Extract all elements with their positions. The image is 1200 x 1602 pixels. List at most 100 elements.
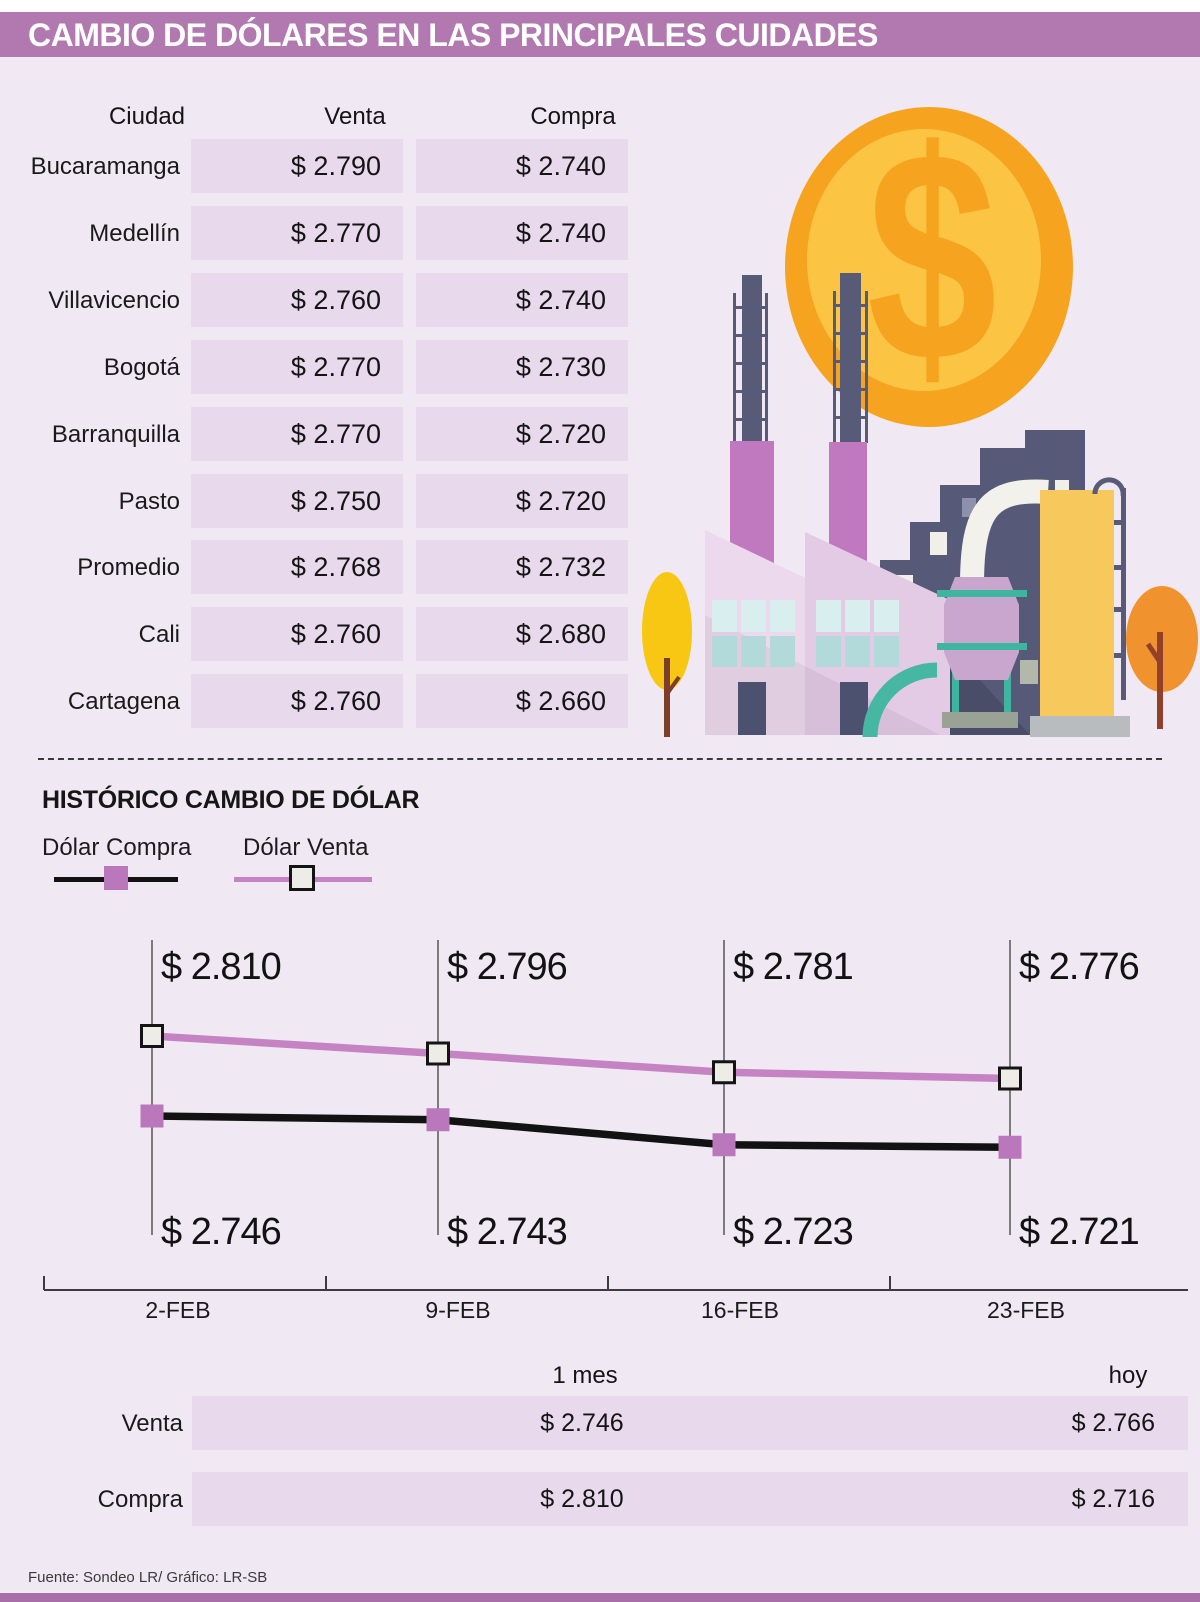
legend-label-compra: Dólar Compra <box>42 834 192 861</box>
venta-cell: $ 2.770 <box>191 407 403 461</box>
title-banner: CAMBIO DE DÓLARES EN LAS PRINCIPALES CUI… <box>0 12 1200 57</box>
summary-value-hoy: $ 2.766 <box>1071 1409 1155 1437</box>
compra-cell: $ 2.740 <box>416 273 628 327</box>
compra-cell: $ 2.730 <box>416 340 628 394</box>
summary-header-1mes: 1 mes <box>552 1362 618 1389</box>
compra-cell: $ 2.740 <box>416 206 628 260</box>
table-row: Cali $ 2.760 $ 2.680 <box>0 607 1200 661</box>
page-title: CAMBIO DE DÓLARES EN LAS PRINCIPALES CUI… <box>28 17 878 53</box>
column-header-compra: Compra <box>530 103 616 130</box>
compra-cell: $ 2.680 <box>416 607 628 661</box>
compra-cell: $ 2.732 <box>416 540 628 594</box>
city-label: Villavicencio <box>48 287 180 314</box>
venta-cell: $ 2.770 <box>191 340 403 394</box>
compra-cell: $ 2.720 <box>416 407 628 461</box>
axis-tick-label: 23-FEB <box>987 1297 1065 1323</box>
venta-cell: $ 2.760 <box>191 273 403 327</box>
city-label: Promedio <box>77 554 180 581</box>
compra-cell: $ 2.740 <box>416 139 628 193</box>
venta-cell: $ 2.770 <box>191 206 403 260</box>
data-point-marker-icon <box>998 1066 1022 1091</box>
data-point-label: $ 2.776 <box>1019 946 1139 988</box>
series-line <box>148 1032 1014 1083</box>
summary-value-1mes: $ 2.810 <box>540 1485 624 1513</box>
table-row: Promedio $ 2.768 $ 2.732 <box>0 540 1200 594</box>
venta-cell: $ 2.760 <box>191 674 403 728</box>
storage-tank <box>937 577 1027 728</box>
tower-base <box>1030 716 1130 737</box>
data-point-marker-icon <box>140 1104 164 1128</box>
yellow-tower <box>1040 490 1114 716</box>
history-line-chart: $ 2.810 $ 2.796 $ 2.781 $ 2.776 $ 2.746 $ 2.7… <box>43 940 1188 1323</box>
summary-row-label: Venta <box>121 1410 183 1437</box>
source-credit: Fuente: Sondeo LR/ Gráfico: LR-SB <box>28 1569 268 1586</box>
summary-value-hoy: $ 2.716 <box>1071 1485 1155 1513</box>
compra-cell: $ 2.720 <box>416 474 628 528</box>
table-row: Bogotá $ 2.770 $ 2.730 <box>0 340 1200 394</box>
data-point-marker-icon <box>712 1060 736 1085</box>
venta-cell: $ 2.760 <box>191 607 403 661</box>
table-row: Barranquilla $ 2.770 $ 2.720 <box>0 407 1200 461</box>
axis-tick-label: 16-FEB <box>701 1297 779 1323</box>
summary-cell <box>192 1472 1188 1526</box>
data-point-label: $ 2.723 <box>733 1211 853 1253</box>
dashed-divider <box>38 758 1162 760</box>
data-point-label: $ 2.743 <box>447 1211 567 1253</box>
summary-row-label: Compra <box>97 1486 183 1513</box>
factory-coin-illustration: $ <box>642 89 1198 738</box>
tower-ladder <box>1092 477 1126 700</box>
tree-left <box>642 572 692 737</box>
data-point-marker-icon <box>712 1133 736 1157</box>
data-point-label: $ 2.721 <box>1019 1211 1139 1253</box>
table-row: Pasto $ 2.750 $ 2.720 <box>0 474 1200 528</box>
legend-marker-compra-icon <box>104 866 128 890</box>
axis-tick-label: 2-FEB <box>145 1297 210 1323</box>
tree-right <box>1126 586 1198 729</box>
city-label: Barranquilla <box>51 421 180 448</box>
city-label: Cartagena <box>67 688 180 715</box>
city-label: Cali <box>138 621 180 648</box>
summary-cell <box>192 1396 1188 1450</box>
summary-row: Compra $ 2.810 $ 2.716 <box>0 1472 1200 1526</box>
data-point-marker-icon <box>426 1108 450 1132</box>
summary-value-1mes: $ 2.746 <box>540 1409 624 1437</box>
table-row: Bucaramanga $ 2.790 $ 2.740 <box>0 139 1200 193</box>
table-row: Medellín $ 2.770 $ 2.740 <box>0 206 1200 260</box>
summary-header-hoy: hoy <box>1108 1362 1148 1389</box>
bottom-accent-bar <box>0 1593 1200 1602</box>
dollar-sign-icon: $ <box>867 89 997 425</box>
data-point-marker-icon <box>998 1135 1022 1159</box>
teal-pipe-arc <box>862 662 938 738</box>
city-label: Bucaramanga <box>30 153 180 180</box>
data-point-marker-icon <box>140 1024 164 1048</box>
factory-building-left <box>705 530 820 735</box>
data-point-marker-icon <box>426 1041 450 1066</box>
history-section-title: HISTÓRICO CAMBIO DE DÓLAR <box>42 786 420 814</box>
venta-cell: $ 2.768 <box>191 540 403 594</box>
data-point-label: $ 2.781 <box>733 946 853 988</box>
summary-row: Venta $ 2.746 $ 2.766 <box>0 1396 1200 1450</box>
series-line <box>148 1112 1014 1151</box>
chimney-stacks <box>733 273 868 443</box>
legend-marker-venta-icon <box>289 865 315 891</box>
data-point-label: $ 2.746 <box>161 1211 281 1253</box>
column-header-ciudad: Ciudad <box>108 103 186 130</box>
data-point-label: $ 2.810 <box>161 946 281 988</box>
city-label: Medellín <box>89 220 180 247</box>
axis-tick-label: 9-FEB <box>425 1297 490 1323</box>
venta-cell: $ 2.750 <box>191 474 403 528</box>
door-left <box>738 682 766 735</box>
city-label: Bogotá <box>103 354 180 381</box>
column-header-venta: Venta <box>324 103 386 130</box>
table-row: Villavicencio $ 2.760 $ 2.740 <box>0 273 1200 327</box>
data-point-label: $ 2.796 <box>447 946 567 988</box>
factory-windows <box>712 600 899 667</box>
white-pipe <box>960 479 1049 586</box>
table-row: Cartagena $ 2.760 $ 2.660 <box>0 674 1200 728</box>
legend-label-venta: Dólar Venta <box>243 834 369 861</box>
compra-cell: $ 2.660 <box>416 674 628 728</box>
venta-cell: $ 2.790 <box>191 139 403 193</box>
